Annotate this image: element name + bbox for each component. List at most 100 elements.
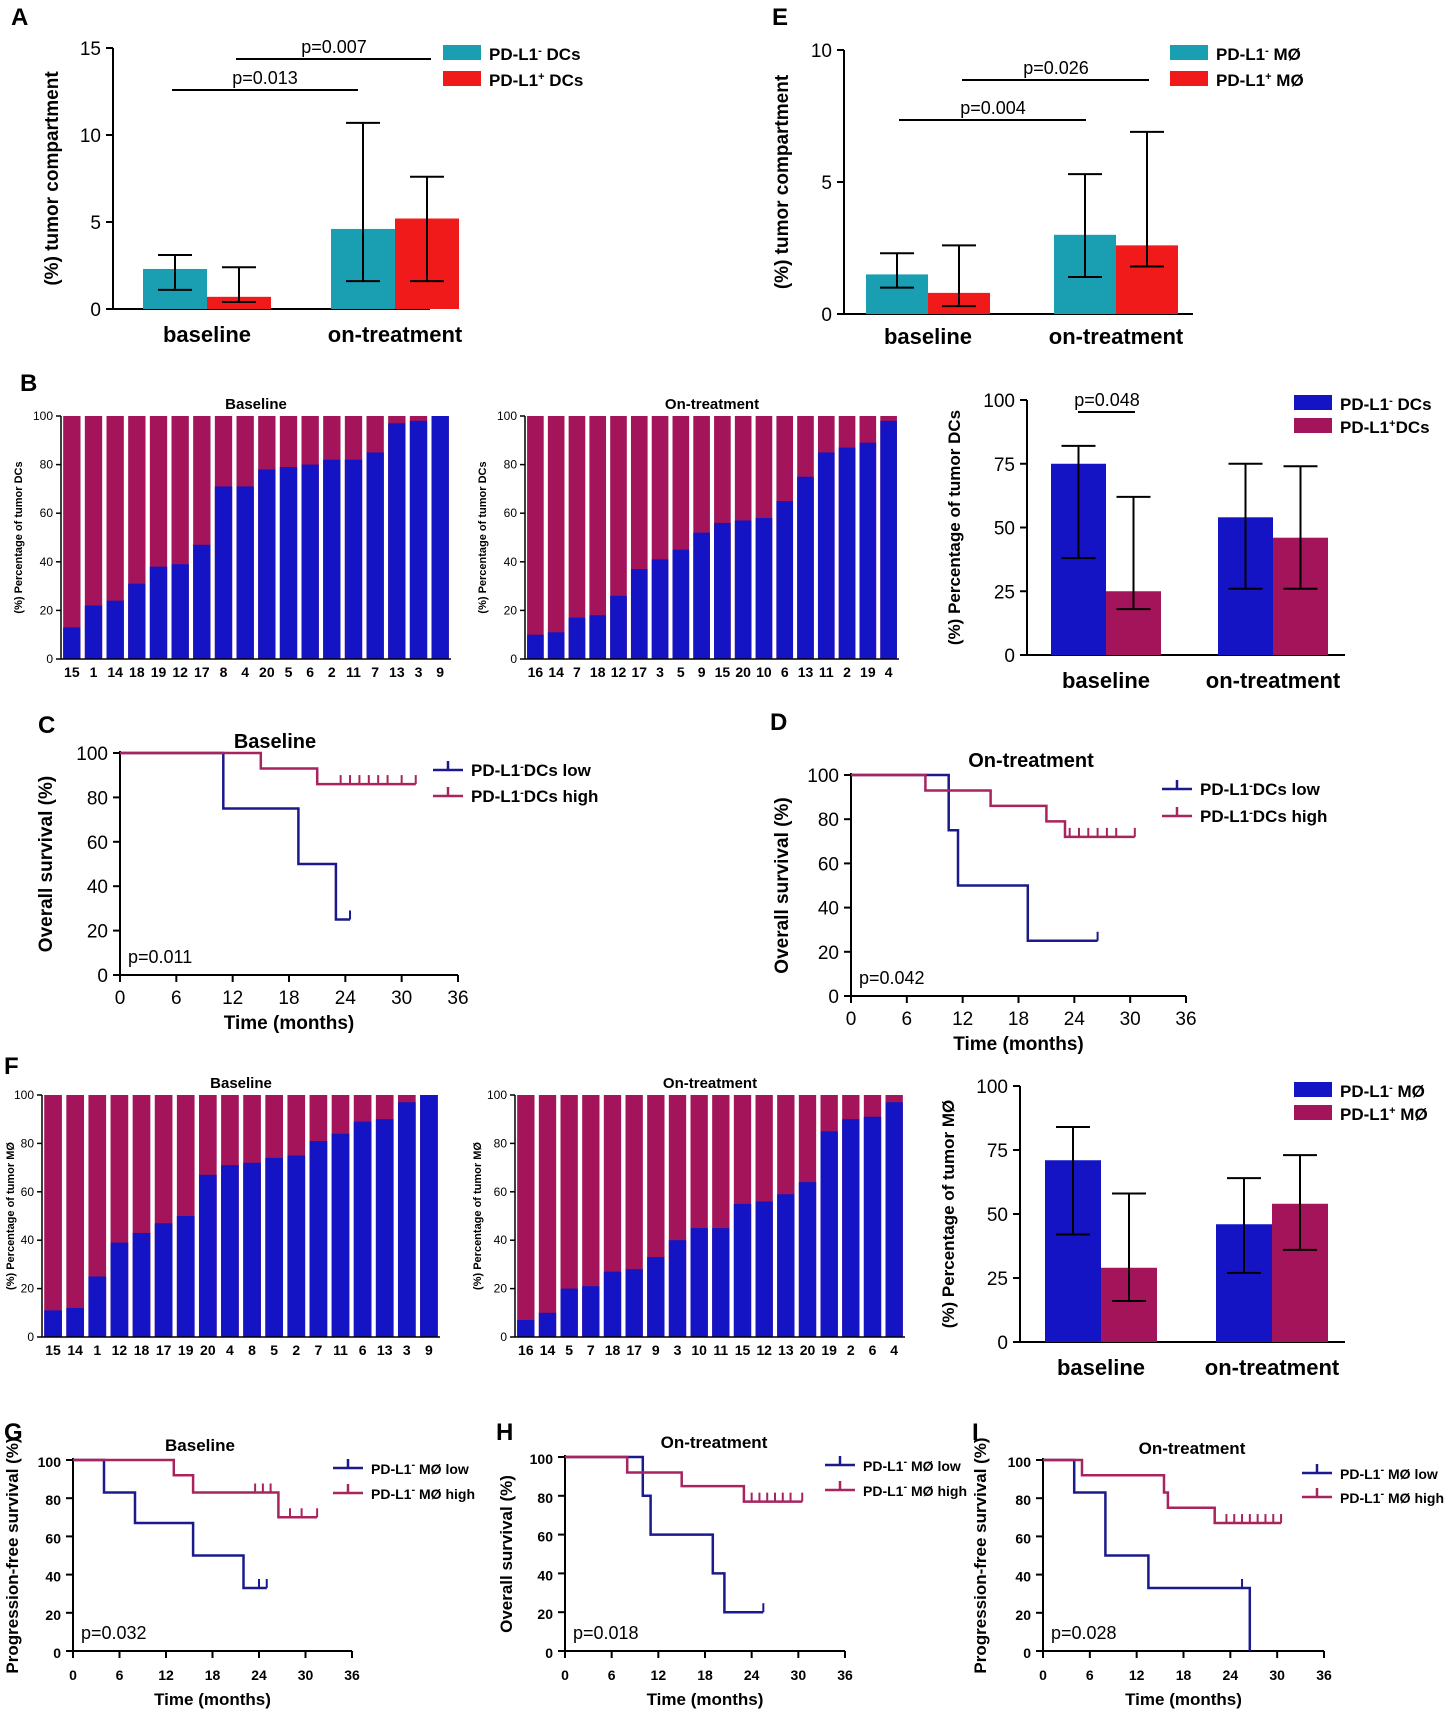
x-axis-label: Time (months) — [154, 1690, 271, 1709]
stack-bar-negative — [44, 1310, 62, 1337]
stack-bar-positive — [582, 1095, 600, 1337]
chart-title: On-treatment — [663, 1075, 757, 1092]
legend-label: PD-L1- MØ high — [371, 1484, 475, 1502]
x-axis-label: Time (months) — [647, 1690, 764, 1709]
x-tick-label: 24 — [251, 1667, 267, 1683]
legend-label: PD-L1-DCs high — [471, 787, 598, 806]
y-tick-label: 20 — [45, 1607, 61, 1623]
legend-label-suffix: DCs — [542, 45, 581, 64]
chart-c: 0 20 40 60 80 100 0 6 12 18 24 30 36 Time (months) Ove… — [36, 731, 598, 1034]
y-axis-label: Progression-free survival (%) — [3, 1437, 22, 1673]
legend-label-sup: - — [1380, 1488, 1384, 1500]
legend-label: PD-L1- MØ low — [863, 1456, 961, 1474]
legend-label-main: PD-L1 — [1340, 395, 1389, 414]
patient-label: 20 — [800, 1342, 816, 1358]
y-tick-label: 60 — [1015, 1530, 1031, 1546]
survival-curve-low — [851, 773, 1098, 943]
x-tick-label: 24 — [1223, 1667, 1239, 1683]
y-tick-label: 80 — [1015, 1492, 1031, 1508]
legend-label-suffix: DCs — [1393, 395, 1432, 414]
legend-label-sup: - — [903, 1481, 907, 1493]
p-value-label: p=0.007 — [301, 37, 367, 57]
y-tick-label: 0 — [1004, 646, 1015, 667]
patient-label: 10 — [691, 1342, 707, 1358]
panel-label: D — [770, 709, 787, 736]
legend-label-suffix: DCs low — [1253, 780, 1321, 799]
legend-label-sup: - — [520, 787, 524, 799]
stack-bar-negative — [149, 566, 168, 659]
patient-label: 13 — [778, 1342, 794, 1358]
patient-label: 20 — [735, 664, 751, 680]
x-tick-label: 18 — [278, 988, 299, 1009]
y-tick-label: 5 — [821, 173, 832, 194]
stack-bar-negative — [690, 1228, 708, 1337]
x-tick-label: 0 — [69, 1667, 77, 1683]
patient-label: 7 — [587, 1342, 595, 1358]
stack-bar-negative — [236, 486, 254, 659]
x-tick-label: 6 — [608, 1667, 616, 1683]
patient-label: 5 — [285, 664, 293, 680]
y-tick-label: 100 — [976, 1077, 1008, 1098]
legend-label-main: PD-L1 — [471, 787, 520, 806]
stack-bar-negative — [193, 544, 211, 659]
x-axis-label: Time (months) — [953, 1034, 1084, 1055]
y-tick-label: 0 — [821, 305, 832, 326]
legend-label-sup: - — [1249, 807, 1253, 819]
stack-bar-negative — [344, 459, 363, 659]
stack-bar-negative — [693, 532, 710, 659]
stack-bar-negative — [820, 1131, 838, 1337]
stack-bar-negative — [397, 1102, 416, 1337]
y-tick-label: 100 — [983, 391, 1015, 412]
patient-label: 1 — [93, 1342, 101, 1358]
chart-a: 0 5 10 15 (%) tumor compartment baseline on-tr… — [42, 37, 583, 347]
patient-label: 4 — [885, 664, 893, 680]
chart-f3: 0 25 50 75 100 (%) Percentage of tumor MØ base… — [939, 1077, 1428, 1380]
x-tick-label: 0 — [115, 988, 126, 1009]
legend-label: PD-L1- MØ high — [1340, 1488, 1444, 1506]
stack-bar-negative — [63, 627, 81, 659]
chart-b2: 16 14 7 18 12 17 3 5 9 15 20 10 6 13 11 2 19 402040608010… — [477, 396, 899, 680]
stack-bar-negative — [243, 1162, 261, 1337]
y-axis-label: (%) Percentage of tumor DCs — [13, 461, 25, 613]
stack-bar-negative — [712, 1228, 730, 1337]
chart-title: On-treatment — [665, 396, 759, 413]
legend-swatch — [1170, 45, 1208, 60]
legend-label-main: PD-L1 — [1200, 807, 1249, 826]
legend-label-suffix: DCs low — [524, 761, 592, 780]
stack-bar-negative — [331, 1133, 350, 1337]
legend-swatch — [1170, 71, 1208, 86]
y-tick-label: 80 — [818, 810, 839, 831]
x-tick-label: 12 — [222, 988, 243, 1009]
y-tick-label: 60 — [494, 1185, 508, 1199]
legend-label-sup: - — [1389, 395, 1393, 407]
y-tick-label: 60 — [21, 1185, 35, 1199]
legend-label-suffix: DCs — [545, 71, 584, 90]
legend-label-main: PD-L1 — [489, 45, 538, 64]
stack-bar-negative — [287, 1155, 306, 1337]
x-tick-label: 18 — [205, 1667, 221, 1683]
stack-bar-positive — [517, 1095, 535, 1337]
stack-bar-negative — [198, 1174, 217, 1337]
y-tick-label: 75 — [987, 1141, 1008, 1162]
legend-label: PD-L1- MØ — [1340, 1082, 1425, 1101]
y-axis-label: (%) Percentage of tumor MØ — [472, 1142, 484, 1290]
x-tick-label: 30 — [298, 1667, 314, 1683]
stack-bar-negative — [171, 564, 189, 659]
category-label: on-treatment — [1206, 668, 1341, 693]
stack-bar-negative — [323, 459, 341, 659]
legend-label-sup: + — [1389, 1105, 1395, 1117]
y-tick-label: 0 — [510, 652, 517, 666]
stack-bar-negative — [651, 559, 669, 659]
patient-label: 11 — [346, 664, 361, 680]
chart-d: 0 20 40 60 80 100 0 6 12 18 24 30 36 Time (months) Ove… — [772, 750, 1327, 1055]
legend-label-suffix: MØ high — [1384, 1490, 1444, 1506]
panel-label: G — [4, 1419, 23, 1446]
stack-bar-negative — [603, 1271, 622, 1337]
x-tick-label: 24 — [744, 1667, 760, 1683]
stack-bar-negative — [668, 1240, 687, 1337]
y-tick-label: 100 — [807, 766, 839, 787]
x-tick-label: 12 — [158, 1667, 174, 1683]
stack-bar-negative — [777, 1194, 795, 1337]
y-tick-label: 0 — [997, 1333, 1008, 1354]
